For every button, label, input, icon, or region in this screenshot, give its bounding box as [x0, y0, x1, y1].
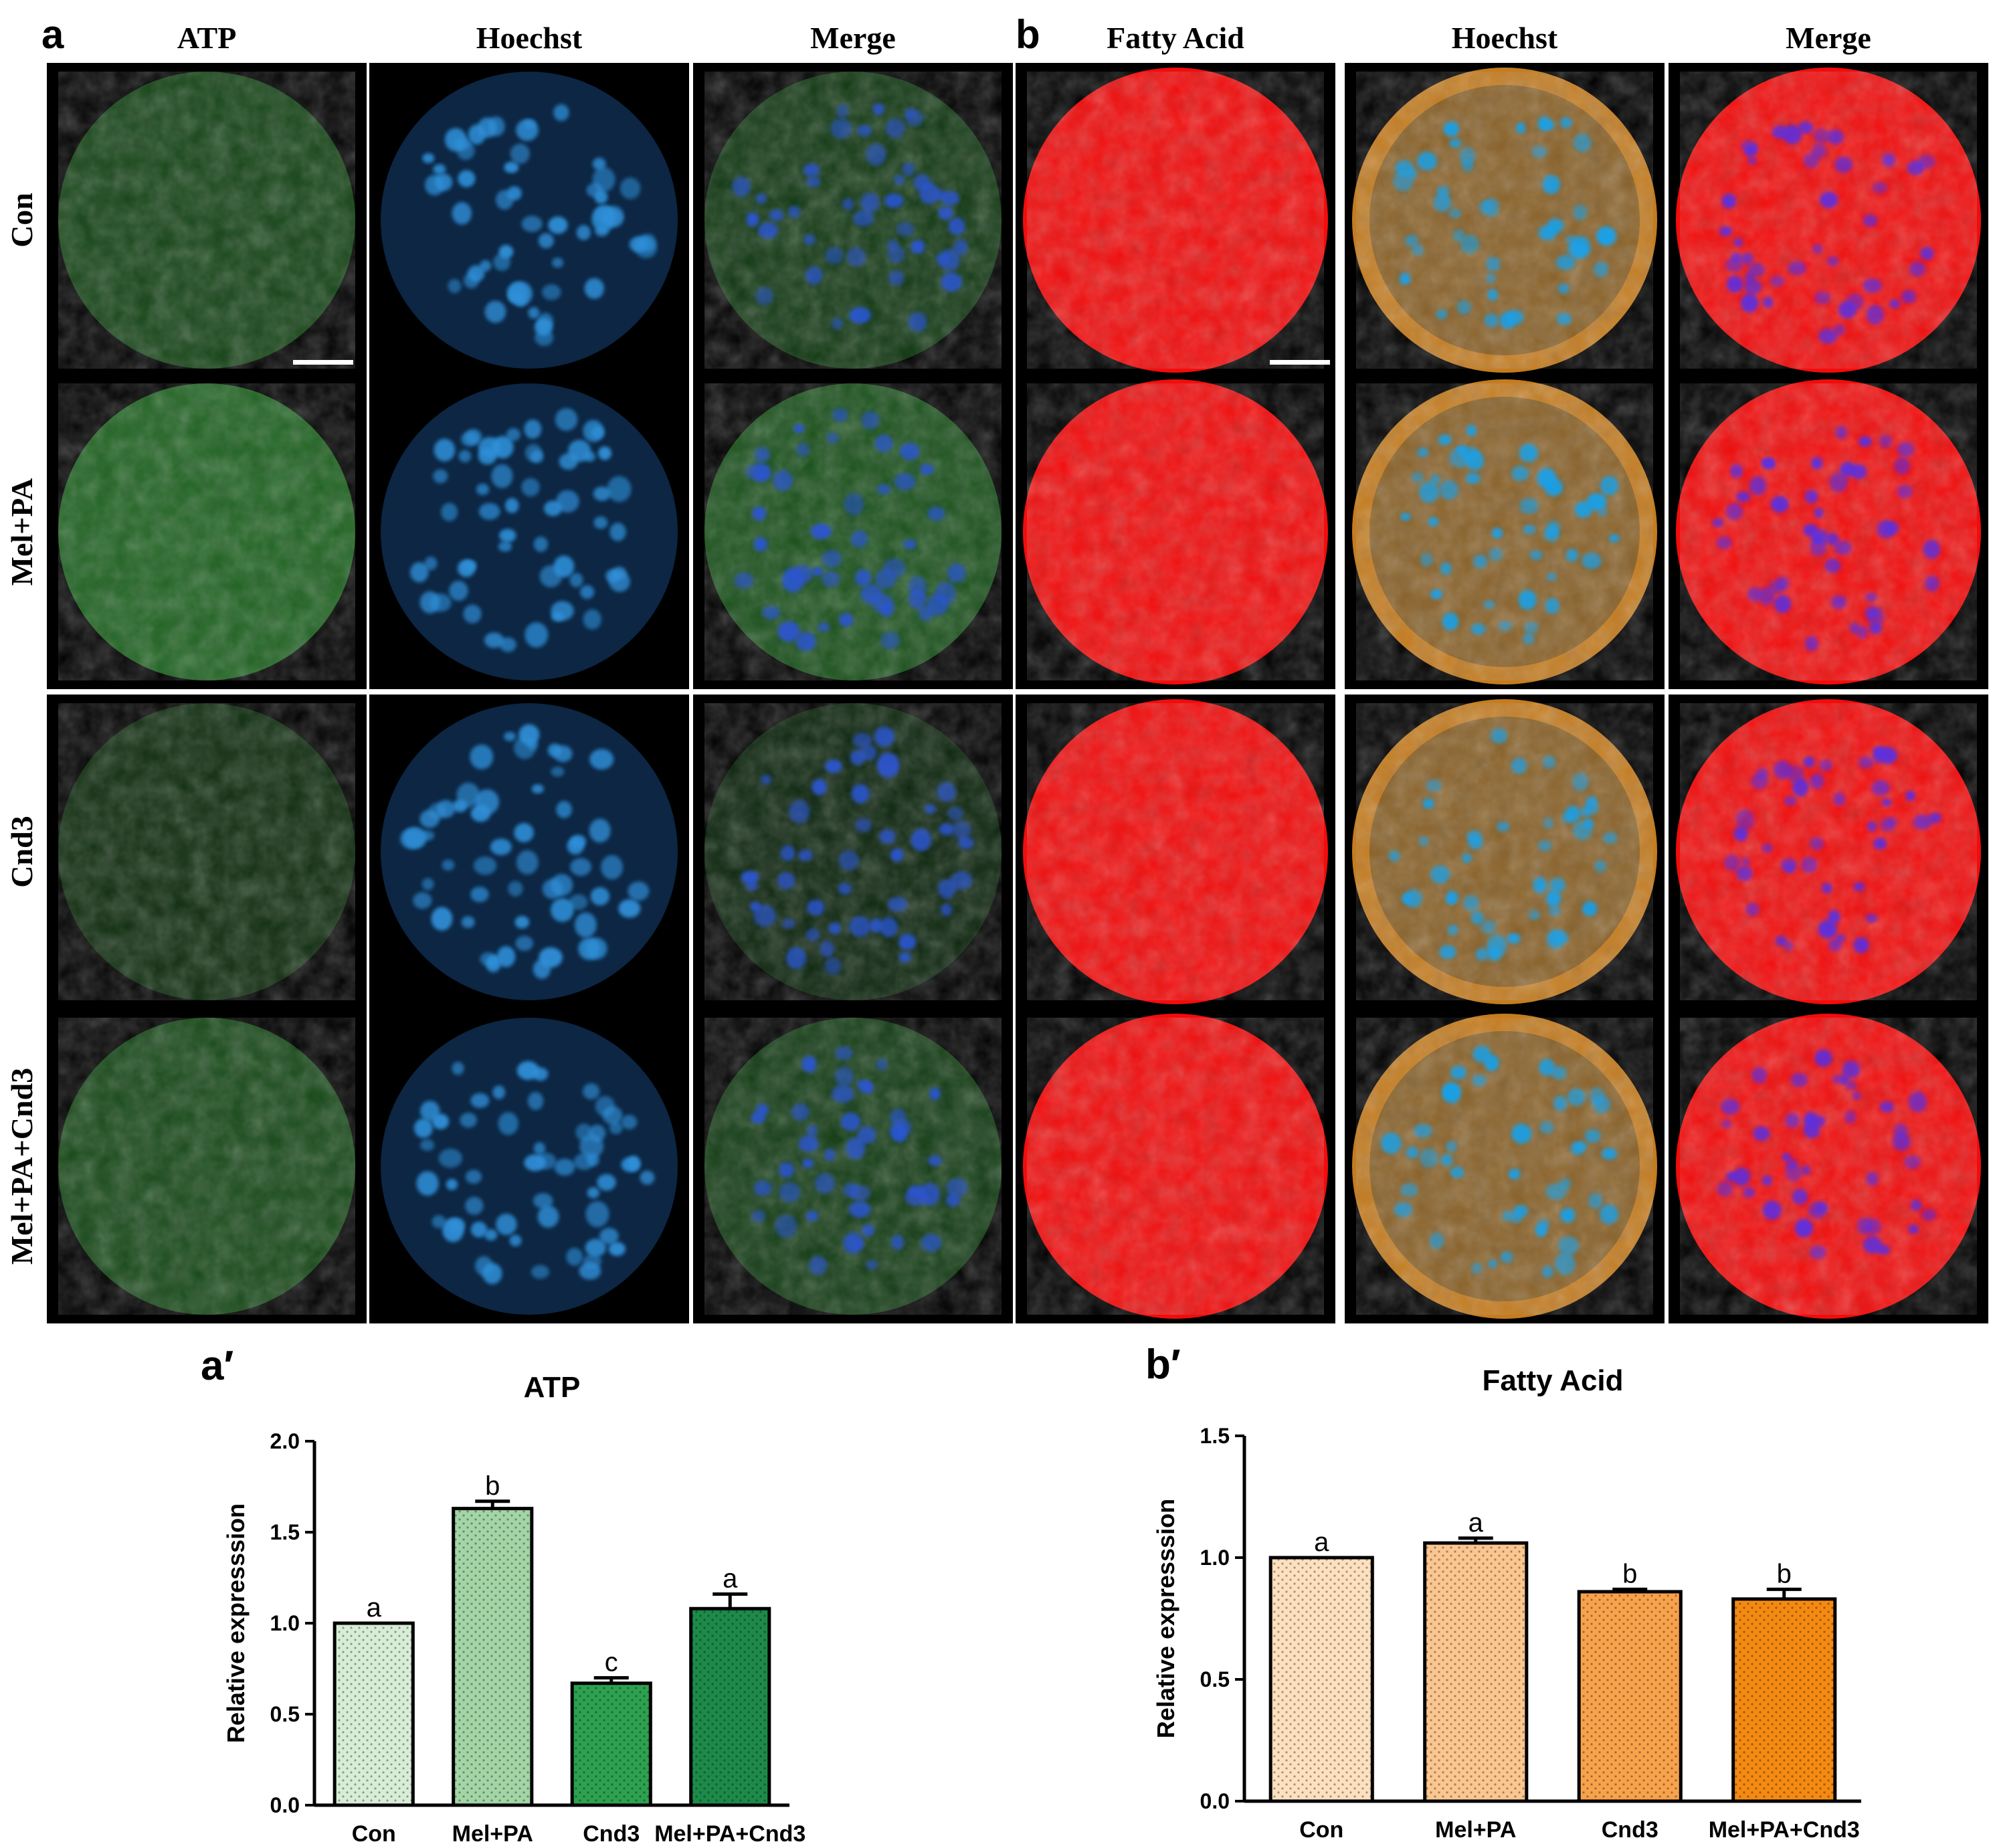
- significance-letter: a: [367, 1593, 382, 1623]
- significance-letter: b: [485, 1471, 500, 1501]
- bar-texture: [1579, 1591, 1681, 1801]
- row-label: Cnd3: [5, 816, 39, 887]
- micrograph: [693, 375, 1013, 689]
- y-tick-label: 0.0: [1200, 1789, 1230, 1813]
- micrograph: [1345, 695, 1665, 1009]
- micrograph: [1669, 1009, 1988, 1323]
- micrograph: [47, 63, 367, 377]
- chart-title: Fatty Acid: [1482, 1364, 1623, 1397]
- panel-b-letter: b: [1016, 12, 1040, 57]
- x-tick-label: Cnd3: [583, 1821, 640, 1847]
- micrograph: [693, 63, 1013, 377]
- significance-letter: a: [1314, 1528, 1329, 1557]
- micrograph: [1669, 63, 1988, 377]
- micrograph: [1016, 375, 1335, 689]
- micrograph: [1345, 375, 1665, 689]
- significance-letter: a: [723, 1564, 738, 1593]
- column-header: Merge: [810, 21, 896, 55]
- micrograph: [369, 1009, 689, 1323]
- chart-panel-letter: a′: [201, 1343, 233, 1389]
- significance-letter: b: [1777, 1559, 1792, 1588]
- bar-texture: [690, 1608, 769, 1805]
- y-axis-label: Relative expresssion: [1152, 1499, 1179, 1738]
- micrograph: [1345, 1009, 1665, 1323]
- bar-texture: [1270, 1558, 1373, 1801]
- micrograph: [369, 63, 689, 377]
- micrograph: [369, 695, 689, 1009]
- micrograph: [1016, 1009, 1335, 1323]
- y-tick-label: 2.0: [270, 1429, 300, 1453]
- micrograph: [1345, 63, 1665, 377]
- y-tick-label: 1.0: [270, 1611, 300, 1635]
- column-header: Merge: [1786, 21, 1871, 55]
- chart-atp: a′ ATP 0.0 0.5 1.0 1.5 2.0 Relative expresssion…: [201, 1343, 805, 1847]
- scale-bar-a: [293, 360, 353, 365]
- row-label: Mel+PA: [5, 478, 39, 586]
- y-tick-label: 1.5: [1200, 1424, 1230, 1448]
- micrograph: [1016, 695, 1335, 1009]
- column-header: Hoechst: [1452, 21, 1558, 55]
- micrograph: [47, 695, 367, 1009]
- x-tick-label: Mel+PA+Cnd3: [654, 1821, 805, 1847]
- column-header: ATP: [177, 21, 237, 55]
- x-tick-label: Mel+PA: [1435, 1817, 1516, 1843]
- bar-texture: [1424, 1543, 1527, 1801]
- chart-panel-letter: b′: [1145, 1342, 1181, 1388]
- micrograph: [369, 375, 689, 689]
- micrograph: [1016, 63, 1335, 377]
- significance-letter: a: [1468, 1508, 1484, 1538]
- x-tick-label: Cnd3: [1602, 1817, 1658, 1843]
- scale-bar-b: [1270, 360, 1330, 365]
- column-header: Fatty Acid: [1107, 21, 1244, 55]
- micrograph: [1669, 695, 1988, 1009]
- micrograph: [693, 695, 1013, 1009]
- x-tick-label: Mel+PA: [452, 1821, 533, 1847]
- bar-texture: [335, 1623, 413, 1805]
- micrograph: [47, 375, 367, 689]
- micrograph: [1669, 375, 1988, 689]
- bar-texture: [572, 1683, 651, 1805]
- x-tick-label: Mel+PA+Cnd3: [1709, 1817, 1860, 1843]
- micrograph: [47, 1009, 367, 1323]
- bar-texture: [453, 1508, 532, 1805]
- y-tick-label: 1.0: [1200, 1546, 1230, 1570]
- x-tick-label: Con: [1299, 1817, 1343, 1843]
- x-tick-label: Con: [352, 1821, 396, 1847]
- micrograph: [693, 1009, 1013, 1323]
- y-tick-label: 0.5: [1200, 1667, 1230, 1691]
- y-tick-label: 0.5: [270, 1702, 300, 1726]
- column-header: Hoechst: [476, 21, 583, 55]
- y-axis-label: Relative expresssion: [222, 1503, 250, 1743]
- panel-a-letter: a: [41, 12, 64, 57]
- row-label: Mel+PA+Cnd3: [5, 1068, 39, 1265]
- row-label: Con: [5, 193, 39, 248]
- y-tick-label: 0.0: [270, 1793, 300, 1817]
- chart-title: ATP: [524, 1371, 581, 1404]
- significance-letter: b: [1622, 1559, 1637, 1588]
- significance-letter: c: [605, 1648, 618, 1677]
- micrograph-grid: [47, 63, 1988, 1323]
- y-tick-label: 1.5: [270, 1520, 300, 1544]
- bar-texture: [1733, 1598, 1835, 1801]
- chart-fatty-acid: b′ Fatty Acid 0.0 0.5 1.0 1.5 Relative express…: [1145, 1342, 1861, 1843]
